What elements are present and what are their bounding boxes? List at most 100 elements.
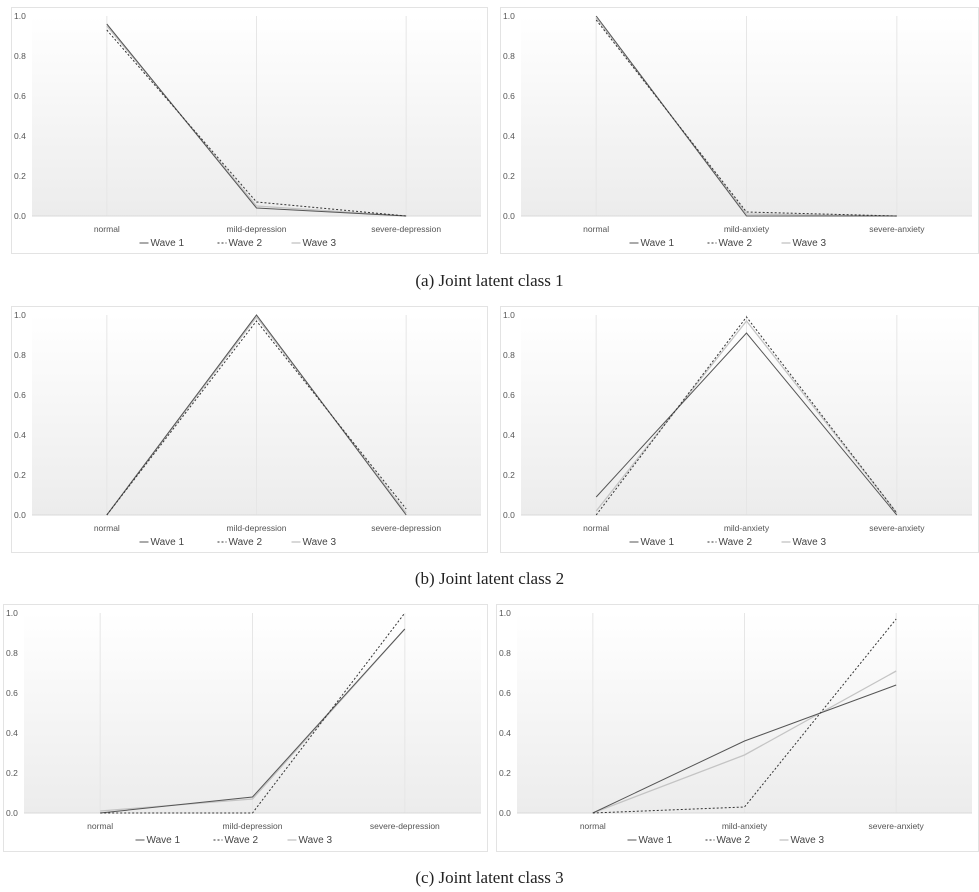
chart-class1-anxiety: 0.0 0.2 0.4 0.6 0.8 1.0 normal mild-anxiety seve…	[500, 7, 979, 254]
x-tick-label: severe-anxiety	[869, 523, 925, 533]
series-line-wave-2	[100, 612, 406, 814]
series-line-wave-1	[106, 23, 407, 217]
y-tick-label: 1.0	[503, 310, 515, 320]
caption-class-3: (c) Joint latent class 3	[415, 868, 564, 887]
y-tick-label: 0.6	[6, 688, 18, 698]
legend-label-wave-1: Wave 1	[151, 238, 185, 249]
y-tick-label: 0.4	[503, 131, 515, 141]
x-tick-label: severe-depression	[370, 821, 440, 831]
chart-svg: 0.0 0.2 0.4 0.6 0.8 1.0 normal mild-depression s…	[14, 11, 481, 249]
y-tick-label: 0.4	[14, 131, 26, 141]
x-tick-label: mild-depression	[227, 224, 287, 234]
legend-label-wave-1: Wave 1	[641, 238, 675, 249]
chart-class2-anxiety: 0.0 0.2 0.4 0.6 0.8 1.0 normal mild-anxiety seve…	[500, 306, 979, 553]
y-tick-label: 1.0	[6, 608, 18, 618]
series-line-wave-1	[592, 684, 897, 814]
chart-svg: 0.0 0.2 0.4 0.6 0.8 1.0 normal mild-anxiety seve…	[503, 11, 972, 249]
legend-label-wave-2: Wave 2	[719, 238, 753, 249]
y-tick-label: 1.0	[14, 310, 26, 320]
legend-label-wave-1: Wave 1	[641, 537, 675, 548]
legend-label-wave-2: Wave 2	[719, 537, 753, 548]
legend-label-wave-3: Wave 3	[303, 537, 337, 548]
y-tick-label: 0.6	[503, 390, 515, 400]
y-tick-label: 0.2	[14, 171, 26, 181]
series-line-wave-1	[106, 314, 407, 516]
y-tick-label: 0.6	[499, 688, 511, 698]
legend-label-wave-1: Wave 1	[151, 537, 185, 548]
y-tick-label: 0.0	[503, 211, 515, 221]
y-tick-label: 0.2	[6, 768, 18, 778]
x-tick-label: normal	[94, 523, 120, 533]
chart-class1-depression: 0.0 0.2 0.4 0.6 0.8 1.0 normal mild-depression s…	[11, 7, 488, 254]
legend-label-wave-1: Wave 1	[147, 835, 181, 846]
y-tick-label: 0.4	[6, 728, 18, 738]
legend-label-wave-3: Wave 3	[793, 238, 827, 249]
y-tick-label: 1.0	[499, 608, 511, 618]
y-tick-label: 0.2	[503, 470, 515, 480]
x-tick-label: severe-depression	[371, 224, 441, 234]
x-tick-label: mild-anxiety	[724, 523, 770, 533]
chart-class2-depression: 0.0 0.2 0.4 0.6 0.8 1.0 normal mild-depression s…	[11, 306, 488, 553]
y-tick-label: 0.0	[503, 510, 515, 520]
y-tick-label: 0.0	[14, 211, 26, 221]
chart-class3-anxiety: 0.0 0.2 0.4 0.6 0.8 1.0 normal mild-anxiety seve…	[496, 604, 979, 852]
y-tick-label: 0.8	[14, 350, 26, 360]
x-tick-label: severe-anxiety	[869, 821, 925, 831]
y-tick-label: 0.8	[14, 51, 26, 61]
legend-label-wave-2: Wave 2	[229, 537, 263, 548]
y-tick-label: 0.4	[14, 430, 26, 440]
y-tick-label: 0.4	[503, 430, 515, 440]
series-line-wave-3	[595, 319, 898, 514]
y-tick-label: 0.2	[499, 768, 511, 778]
x-tick-label: normal	[583, 224, 609, 234]
x-tick-label: normal	[580, 821, 606, 831]
x-tick-label: severe-anxiety	[869, 224, 925, 234]
series-line-wave-2	[106, 29, 407, 217]
x-tick-label: normal	[583, 523, 609, 533]
x-tick-label: mild-anxiety	[724, 224, 770, 234]
legend-label-wave-3: Wave 3	[793, 537, 827, 548]
y-tick-label: 0.8	[499, 648, 511, 658]
series-line-wave-2	[595, 19, 897, 217]
y-tick-label: 0.2	[503, 171, 515, 181]
x-tick-label: normal	[87, 821, 113, 831]
y-tick-label: 0.8	[503, 51, 515, 61]
legend-label-wave-1: Wave 1	[639, 835, 673, 846]
y-tick-label: 0.6	[503, 91, 515, 101]
y-tick-label: 0.0	[6, 808, 18, 818]
y-tick-label: 0.6	[14, 390, 26, 400]
y-tick-label: 0.8	[6, 648, 18, 658]
y-tick-label: 0.4	[499, 728, 511, 738]
x-tick-label: mild-depression	[227, 523, 287, 533]
x-tick-label: severe-depression	[371, 523, 441, 533]
x-tick-label: mild-anxiety	[722, 821, 768, 831]
series-line-wave-2	[595, 316, 898, 516]
series-line-wave-3	[592, 670, 897, 814]
y-tick-label: 0.0	[14, 510, 26, 520]
series-line-wave-1	[595, 15, 897, 217]
legend-label-wave-3: Wave 3	[791, 835, 825, 846]
chart-svg: 0.0 0.2 0.4 0.6 0.8 1.0 normal mild-depression s…	[6, 608, 481, 846]
y-tick-label: 1.0	[14, 11, 26, 21]
series-line-wave-2	[106, 320, 407, 516]
x-tick-label: mild-depression	[223, 821, 283, 831]
y-tick-label: 1.0	[503, 11, 515, 21]
legend-label-wave-3: Wave 3	[299, 835, 333, 846]
chart-svg: 0.0 0.2 0.4 0.6 0.8 1.0 normal mild-anxiety seve…	[499, 608, 972, 846]
y-tick-label: 0.6	[14, 91, 26, 101]
chart-svg: 0.0 0.2 0.4 0.6 0.8 1.0 normal mild-anxiety seve…	[503, 310, 972, 548]
chart-class3-depression: 0.0 0.2 0.4 0.6 0.8 1.0 normal mild-depression s…	[3, 604, 488, 852]
legend-label-wave-2: Wave 2	[229, 238, 263, 249]
legend-label-wave-2: Wave 2	[717, 835, 751, 846]
series-line-wave-2	[592, 618, 897, 814]
legend-label-wave-2: Wave 2	[225, 835, 259, 846]
y-tick-label: 0.0	[499, 808, 511, 818]
legend-label-wave-3: Wave 3	[303, 238, 337, 249]
series-line-wave-1	[595, 332, 898, 516]
y-tick-label: 0.2	[14, 470, 26, 480]
chart-svg: 0.0 0.2 0.4 0.6 0.8 1.0 normal mild-depression s…	[14, 310, 481, 548]
x-tick-label: normal	[94, 224, 120, 234]
caption-class-2: (b) Joint latent class 2	[414, 569, 565, 588]
y-tick-label: 0.8	[503, 350, 515, 360]
series-line-wave-1	[100, 628, 406, 814]
